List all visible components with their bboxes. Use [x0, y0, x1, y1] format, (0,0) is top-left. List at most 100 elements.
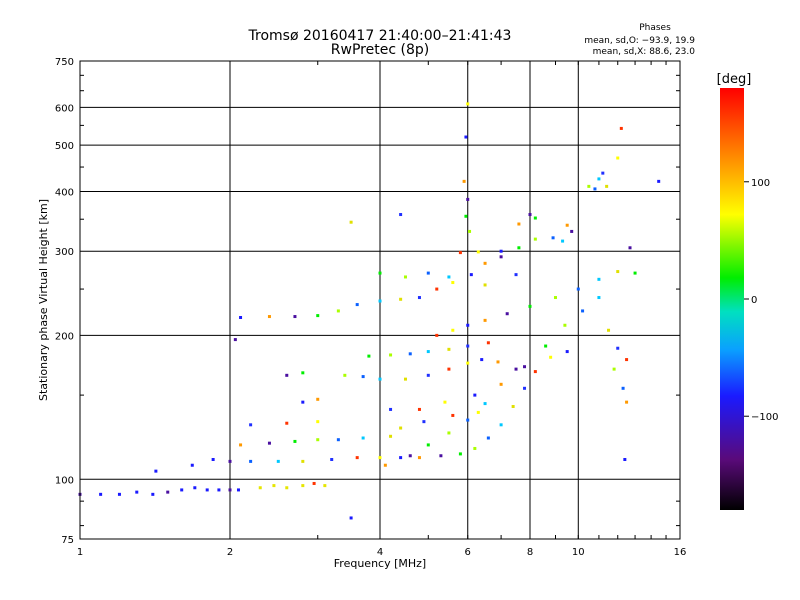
- data-point: [217, 488, 221, 492]
- data-point: [553, 296, 557, 300]
- data-point: [462, 179, 466, 183]
- data-point: [466, 102, 470, 106]
- data-point: [447, 347, 451, 351]
- chart-subtitle: RwPretec (8p): [331, 42, 429, 58]
- colorbar-tick-label: −100: [751, 412, 778, 423]
- data-point: [249, 423, 253, 427]
- data-point: [383, 463, 387, 467]
- x-tick-label: 1: [77, 547, 83, 558]
- data-point: [623, 457, 627, 461]
- data-point: [544, 344, 548, 348]
- data-point: [447, 275, 451, 279]
- data-point: [285, 486, 289, 490]
- colorbar-label: [deg]: [717, 72, 752, 87]
- data-point: [389, 434, 393, 438]
- x-tick-label: 2: [227, 547, 233, 558]
- data-point: [316, 420, 320, 424]
- data-point: [628, 246, 632, 250]
- data-point: [236, 488, 240, 492]
- data-point: [523, 386, 527, 390]
- data-point: [117, 492, 121, 496]
- data-point: [597, 296, 601, 300]
- data-point: [549, 355, 553, 359]
- data-point: [466, 323, 470, 327]
- data-point: [657, 179, 661, 183]
- data-point: [316, 438, 320, 442]
- data-point: [593, 187, 597, 191]
- y-axis-label: Stationary phase Virtual Height [km]: [37, 199, 50, 401]
- data-point: [378, 377, 382, 381]
- data-point: [533, 237, 537, 241]
- data-point: [464, 135, 468, 139]
- data-point: [607, 328, 611, 332]
- data-point: [486, 436, 490, 440]
- x-tick-label: 16: [674, 547, 687, 558]
- grid: [80, 61, 680, 539]
- data-point: [399, 213, 403, 217]
- y-tick-label: 500: [55, 141, 74, 152]
- data-point: [343, 373, 347, 377]
- data-point: [601, 171, 605, 175]
- data-point: [616, 270, 620, 274]
- x-tick-label: 4: [377, 547, 383, 558]
- data-point: [205, 488, 209, 492]
- data-point: [408, 352, 412, 356]
- data-point: [293, 315, 297, 319]
- data-point: [597, 177, 601, 181]
- data-point: [621, 386, 625, 390]
- y-tick-label: 75: [61, 535, 74, 546]
- data-point: [528, 213, 532, 217]
- data-point: [367, 354, 371, 358]
- data-point: [458, 251, 462, 255]
- data-point: [361, 436, 365, 440]
- phase-stats-x: mean, sd,X: 88.6, 23.0: [593, 47, 696, 57]
- data-point: [267, 315, 271, 319]
- data-point: [447, 431, 451, 435]
- y-tick-label: 750: [55, 57, 74, 68]
- data-point: [408, 454, 412, 458]
- data-point: [233, 338, 237, 342]
- data-point: [565, 223, 569, 227]
- data-point: [466, 197, 470, 201]
- data-point: [469, 273, 473, 277]
- data-point: [293, 439, 297, 443]
- data-point: [389, 407, 393, 411]
- x-tick-label: 8: [527, 547, 533, 558]
- data-point: [312, 481, 316, 485]
- data-point: [517, 222, 521, 226]
- data-point: [499, 423, 503, 427]
- data-point: [239, 443, 243, 447]
- data-point: [193, 486, 197, 490]
- data-point: [166, 490, 170, 494]
- data-point: [533, 370, 537, 374]
- data-point: [228, 488, 232, 492]
- data-point: [417, 296, 421, 300]
- data-point: [403, 275, 407, 279]
- data-point: [473, 446, 477, 450]
- data-point: [619, 126, 623, 130]
- y-tick-label: 200: [55, 331, 74, 342]
- data-point: [361, 375, 365, 379]
- data-point: [466, 418, 470, 422]
- data-point: [616, 156, 620, 160]
- x-tick-label: 6: [465, 547, 471, 558]
- phase-stats-heading: Phases: [639, 23, 671, 33]
- data-point: [570, 229, 574, 233]
- data-point: [330, 457, 334, 461]
- data-point: [249, 459, 253, 463]
- colorbar-tick-label: 100: [751, 178, 770, 189]
- data-point: [426, 443, 430, 447]
- y-tick-label: 400: [55, 187, 74, 198]
- data-point: [581, 309, 585, 313]
- data-point: [447, 367, 451, 371]
- data-point: [565, 350, 569, 354]
- data-point: [378, 271, 382, 275]
- data-point: [561, 239, 565, 243]
- data-point: [511, 404, 515, 408]
- data-point: [451, 281, 455, 285]
- data-point: [523, 365, 527, 369]
- data-point: [378, 456, 382, 460]
- data-point: [316, 314, 320, 318]
- data-point: [355, 303, 359, 307]
